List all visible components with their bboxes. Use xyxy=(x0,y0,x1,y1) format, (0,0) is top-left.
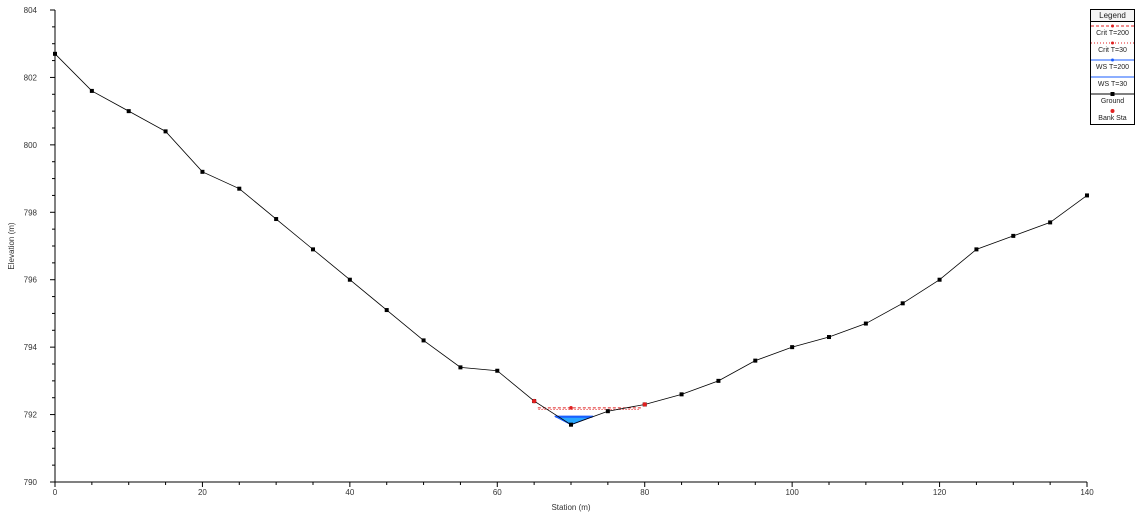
legend-item-ws-30: WS T=30 xyxy=(1091,73,1134,90)
ground-point xyxy=(458,365,463,370)
legend-swatch-crit-30 xyxy=(1091,41,1134,45)
ground-point xyxy=(126,109,131,114)
x-tick-label: 80 xyxy=(640,488,649,497)
x-tick-label: 40 xyxy=(345,488,354,497)
y-tick-label: 794 xyxy=(24,343,38,352)
legend-label: Crit T=200 xyxy=(1096,30,1129,37)
ground-point xyxy=(53,51,57,56)
ground-point xyxy=(237,186,242,191)
legend-item-crit-200: Crit T=200 xyxy=(1091,22,1134,39)
legend-item-bank-sta: Bank Sta xyxy=(1091,107,1134,124)
legend-swatch-ws-200 xyxy=(1091,58,1134,62)
ground-point xyxy=(1048,220,1053,225)
bank-sta-point xyxy=(531,398,537,404)
legend-item-ground: Ground xyxy=(1091,90,1134,107)
legend-swatch-ws-30 xyxy=(1091,76,1134,78)
ground-point xyxy=(716,378,721,383)
x-axis-title: Station (m) xyxy=(551,503,590,512)
legend-swatch-crit-200 xyxy=(1091,24,1134,28)
legend: Legend Crit T=200 Crit T=30 WS T=200 WS … xyxy=(1090,9,1135,125)
legend-swatch-ground xyxy=(1091,92,1134,96)
series-layer xyxy=(53,51,1089,427)
y-tick-label: 790 xyxy=(24,478,38,487)
legend-label: Ground xyxy=(1100,98,1125,105)
legend-label: Bank Sta xyxy=(1098,115,1127,122)
y-tick-label: 792 xyxy=(24,411,38,420)
legend-swatch-bank-sta xyxy=(1110,109,1115,113)
x-tick-label: 140 xyxy=(1080,488,1094,497)
crit-point xyxy=(569,406,573,410)
ground-point xyxy=(900,301,905,306)
ground-point xyxy=(311,247,315,252)
ground-point xyxy=(89,88,94,93)
legend-item-ws-200: WS T=200 xyxy=(1091,56,1134,73)
ground-point xyxy=(790,345,795,350)
ground-point xyxy=(1011,233,1016,238)
x-tick-label: 100 xyxy=(785,488,799,497)
ground-point xyxy=(753,358,758,363)
ground-point xyxy=(274,217,279,222)
ground-point xyxy=(827,335,831,340)
ground-point xyxy=(679,392,684,397)
x-tick-label: 60 xyxy=(493,488,502,497)
x-tick-label: 120 xyxy=(933,488,947,497)
ground-point xyxy=(421,338,426,343)
ground-point xyxy=(200,169,205,174)
y-tick-label: 802 xyxy=(24,73,38,82)
ground-point xyxy=(495,368,500,373)
ground-point xyxy=(384,308,389,313)
axes-frame xyxy=(54,10,1087,483)
ground-point xyxy=(974,247,979,252)
ground-point xyxy=(937,277,942,282)
legend-label: Crit T=30 xyxy=(1098,47,1127,54)
bank-sta-point xyxy=(642,402,647,407)
y-tick-label: 804 xyxy=(24,6,38,15)
y-tick-label: 796 xyxy=(24,276,38,285)
tick-labels: 0 20 40 60 80 100 120 140 790 792 794 796 798 800 802 8… xyxy=(24,6,1095,497)
legend-label: WS T=200 xyxy=(1095,64,1130,71)
ground-point xyxy=(569,422,573,427)
ground-point xyxy=(863,321,868,326)
series-line-ground xyxy=(54,53,1088,426)
ground-point xyxy=(163,129,168,134)
legend-label: WS T=30 xyxy=(1097,81,1128,88)
y-tick-label: 800 xyxy=(24,141,38,150)
x-tick-label: 0 xyxy=(53,488,58,497)
x-tick-label: 20 xyxy=(198,488,207,497)
ground-point xyxy=(1085,193,1089,198)
legend-item-crit-30: Crit T=30 xyxy=(1091,39,1134,56)
y-axis-title: Elevation (m) xyxy=(7,222,16,269)
ground-point xyxy=(347,277,352,282)
legend-title: Legend xyxy=(1091,10,1134,22)
y-tick-label: 798 xyxy=(24,208,38,217)
ground-point xyxy=(605,409,610,414)
